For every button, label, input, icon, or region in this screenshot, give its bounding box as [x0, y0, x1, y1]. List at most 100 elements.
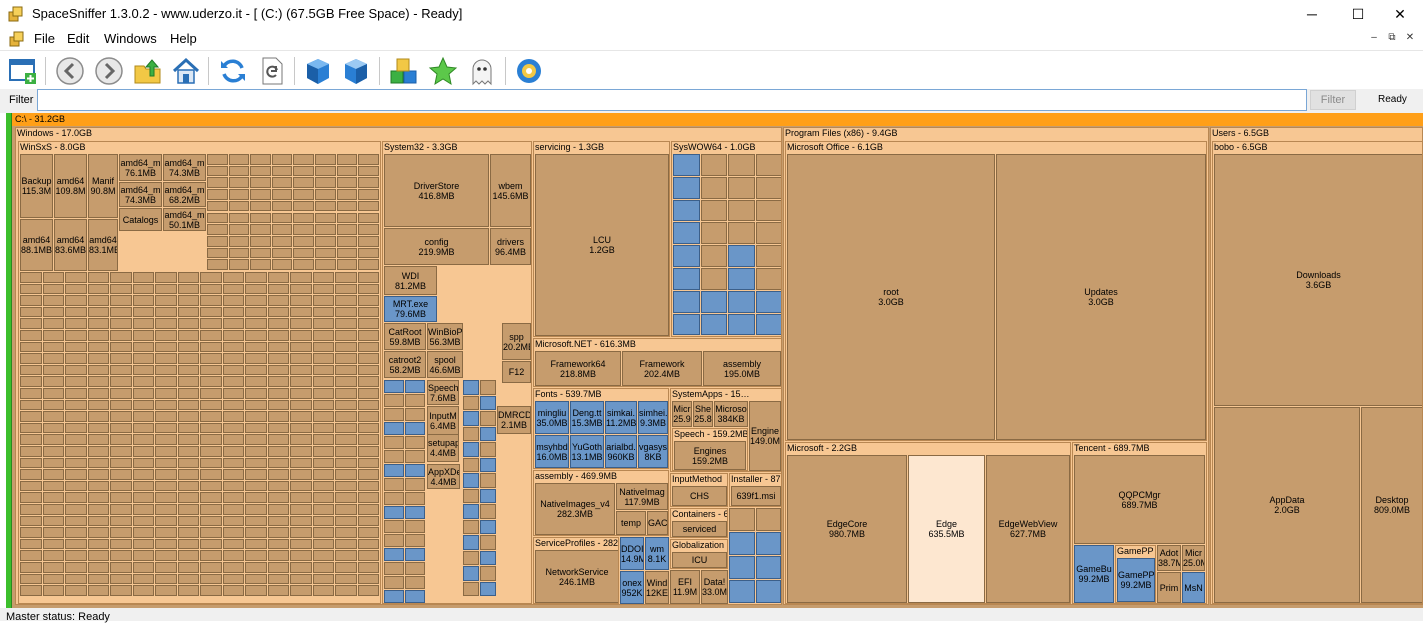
file-tile[interactable] [42, 457, 64, 469]
file-tile[interactable] [87, 527, 109, 538]
file-appxde[interactable]: AppXDe 4.4MB [427, 464, 460, 489]
file-tile[interactable] [405, 436, 425, 449]
file-tile[interactable] [384, 408, 404, 421]
file-tile[interactable] [110, 573, 132, 585]
file-tile[interactable] [87, 364, 109, 376]
file-tile[interactable] [405, 506, 425, 519]
file-tile[interactable] [245, 272, 267, 283]
file-tile[interactable] [336, 224, 358, 235]
file-tile[interactable] [290, 492, 312, 503]
file-tile[interactable] [673, 290, 700, 313]
file-amd64-83b[interactable]: amd64 83.1MB [88, 219, 118, 271]
file-tile[interactable] [290, 422, 312, 434]
file-tile[interactable] [222, 434, 244, 445]
file-tile[interactable] [312, 376, 334, 387]
file-tile[interactable] [222, 457, 244, 469]
file-tile[interactable] [335, 457, 357, 469]
file-tile[interactable] [755, 313, 781, 336]
folder-globalization[interactable]: Globalization ICU [670, 539, 728, 569]
file-tile[interactable] [177, 527, 199, 538]
file-tile[interactable] [358, 224, 379, 235]
file-tile[interactable] [110, 562, 132, 573]
file-tile[interactable] [290, 364, 312, 376]
file-tile[interactable] [357, 538, 379, 550]
file-tile[interactable] [384, 548, 404, 561]
file-tile[interactable] [200, 306, 222, 318]
file-tile[interactable] [312, 364, 334, 376]
file-tile[interactable] [755, 580, 781, 603]
file-tile[interactable] [358, 200, 379, 212]
file-tile[interactable] [267, 469, 289, 480]
file-tile[interactable] [673, 154, 700, 176]
file-tile[interactable] [335, 504, 357, 515]
file-tile[interactable] [42, 422, 64, 434]
file-tile[interactable] [65, 422, 87, 434]
file-tile[interactable] [335, 411, 357, 422]
file-tile[interactable] [177, 585, 199, 596]
file-tile[interactable] [271, 212, 293, 224]
file-tile[interactable] [358, 177, 379, 189]
file-tile[interactable] [336, 154, 358, 165]
file-tile[interactable] [65, 364, 87, 376]
file-tile[interactable] [357, 341, 379, 353]
file-tile[interactable] [177, 573, 199, 585]
file-tile[interactable] [245, 376, 267, 387]
file-tile[interactable] [65, 434, 87, 445]
file-onex[interactable]: onex 952K [620, 571, 644, 604]
file-tile[interactable] [267, 457, 289, 469]
file-tile[interactable] [222, 538, 244, 550]
file-tile[interactable] [267, 341, 289, 353]
file-assembly[interactable]: assembly 195.0MB [703, 351, 781, 386]
file-tile[interactable] [42, 562, 64, 573]
blue-cube-icon[interactable] [303, 56, 333, 86]
file-tile[interactable] [480, 566, 496, 581]
file-tile[interactable] [20, 538, 42, 550]
file-tile[interactable] [87, 422, 109, 434]
file-tile[interactable] [110, 376, 132, 387]
file-simhei[interactable]: simhei. 9.3MB [638, 401, 668, 434]
file-tile[interactable] [65, 295, 87, 306]
file-temp[interactable]: temp [616, 511, 646, 535]
file-tile[interactable] [42, 272, 64, 283]
file-tile[interactable] [177, 399, 199, 411]
file-dmrcd[interactable]: DMRCD 2.1MB [497, 406, 531, 434]
file-tile[interactable] [312, 573, 334, 585]
file-tile[interactable] [245, 399, 267, 411]
file-tile[interactable] [728, 245, 755, 267]
file-lcu[interactable]: LCU 1.2GB [535, 154, 669, 336]
file-tile[interactable] [110, 364, 132, 376]
file-tile[interactable] [335, 434, 357, 445]
file-tile[interactable] [335, 353, 357, 364]
file-tile[interactable] [207, 177, 228, 189]
file-tile[interactable] [335, 573, 357, 585]
file-tile[interactable] [480, 535, 496, 550]
file-tile[interactable] [267, 434, 289, 445]
file-tile[interactable] [357, 446, 379, 457]
file-wm[interactable]: wm 8.1K [645, 537, 669, 570]
file-tile[interactable] [290, 562, 312, 573]
file-tile[interactable] [267, 411, 289, 422]
file-tile[interactable] [222, 573, 244, 585]
file-tile[interactable] [357, 492, 379, 503]
file-tile[interactable] [20, 480, 42, 492]
file-gamepp[interactable]: GamePP 99.2MB [1117, 558, 1155, 602]
file-tile[interactable] [177, 341, 199, 353]
file-tile[interactable] [87, 585, 109, 596]
file-tile[interactable] [673, 199, 700, 222]
file-tile[interactable] [312, 585, 334, 596]
file-tile[interactable] [20, 388, 42, 399]
file-tile[interactable] [245, 295, 267, 306]
file-tile[interactable] [87, 434, 109, 445]
file-tile[interactable] [65, 376, 87, 387]
blue-cube-2-icon[interactable] [341, 56, 371, 86]
file-tile[interactable] [87, 469, 109, 480]
file-tile[interactable] [177, 469, 199, 480]
file-tile[interactable] [200, 504, 222, 515]
folder-servicing[interactable]: servicing - 1.3GB LCU 1.2GB [533, 141, 670, 337]
file-tile[interactable] [110, 538, 132, 550]
file-speech[interactable]: Speech 7.6MB [427, 380, 459, 405]
file-nativeimag[interactable]: NativeImag 117.9MB [616, 483, 668, 510]
file-msn[interactable]: MsN [1182, 572, 1205, 603]
file-tile[interactable] [177, 538, 199, 550]
